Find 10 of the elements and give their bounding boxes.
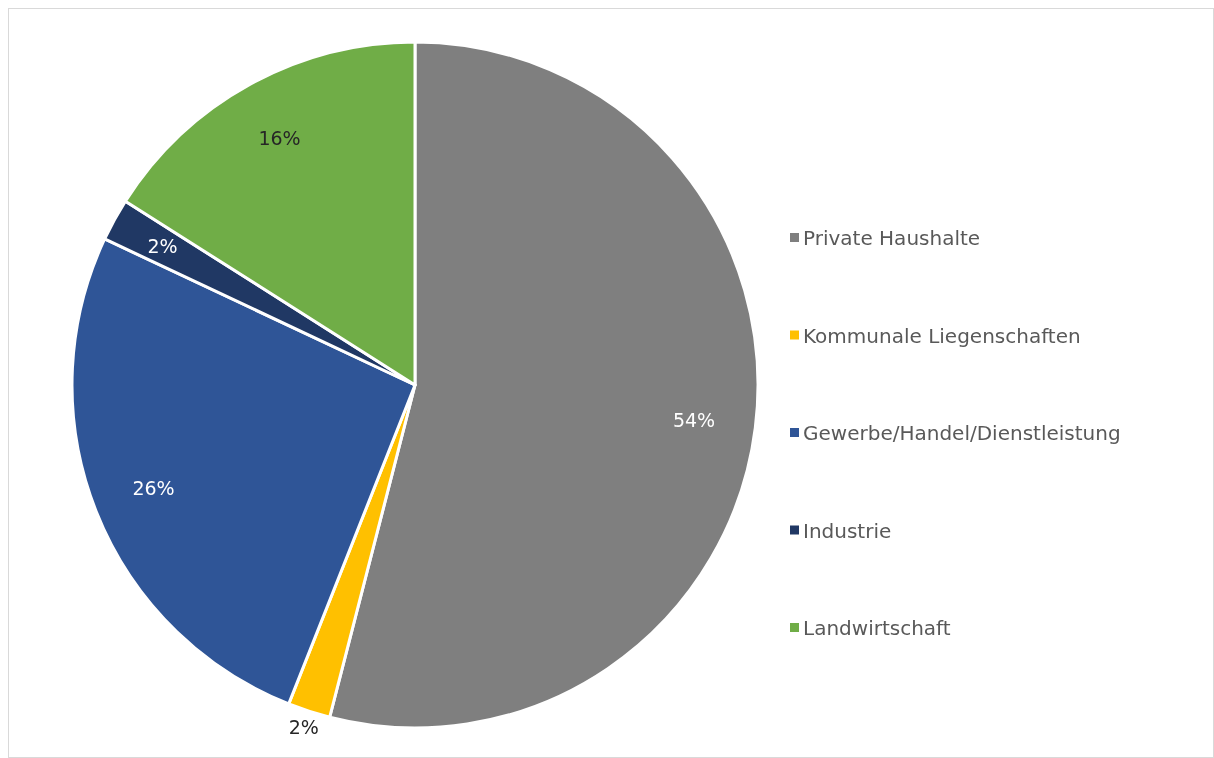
legend-label: Private Haushalte [803,226,981,250]
data-label: 26% [132,477,175,500]
legend-label: Landwirtschaft [803,616,951,640]
data-label: 54% [672,408,716,431]
data-label: 16% [258,127,301,150]
data-label: 2% [147,234,178,257]
legend-label: Industrie [803,518,892,543]
legend-label: Gewerbe/Handel/Dienstleistung [803,421,1121,445]
legend-label: Kommunale Liegenschaften [803,323,1081,348]
data-label: 2% [288,716,319,739]
